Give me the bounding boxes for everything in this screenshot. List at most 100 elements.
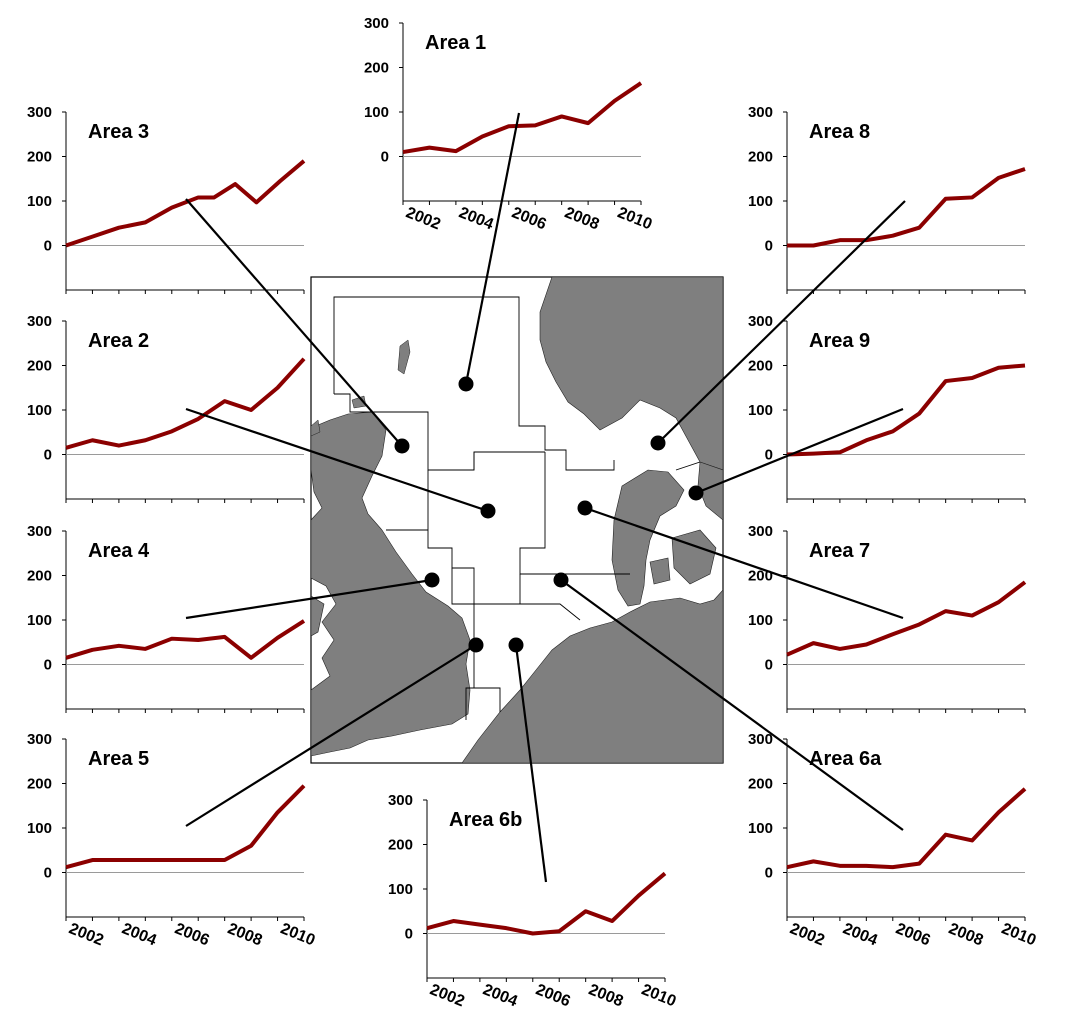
chart-title: Area 7 xyxy=(809,540,870,562)
y-tick-label: 0 xyxy=(44,238,52,255)
x-tick-label: 2006 xyxy=(533,981,572,1010)
y-tick-label: 300 xyxy=(27,313,52,330)
y-tick-label: 300 xyxy=(388,792,413,809)
chart-title: Area 4 xyxy=(88,540,150,562)
chart-area-6b: 0 100 200 300 2002 2004 2006 2008 2010 Area 6b xyxy=(388,792,678,1010)
y-tick-label: 200 xyxy=(27,149,52,166)
connector-line xyxy=(464,112,521,385)
x-tick-label: 2010 xyxy=(278,920,317,949)
land-sweden xyxy=(697,461,723,521)
x-tick-label: 2006 xyxy=(509,204,548,233)
land-great-britain xyxy=(311,411,471,757)
area-location-dot xyxy=(553,572,569,588)
y-tick-label: 0 xyxy=(765,447,773,464)
chart-title: Area 6b xyxy=(449,809,522,831)
y-tick-label: 200 xyxy=(748,776,773,793)
area-location-dot xyxy=(468,637,484,653)
x-tick-label: 2002 xyxy=(427,981,466,1010)
x-tick-label: 2004 xyxy=(456,204,495,233)
y-tick-label: 200 xyxy=(388,837,413,854)
land-ireland xyxy=(311,595,325,637)
area-location-dot xyxy=(424,572,440,588)
y-tick-label: 300 xyxy=(27,523,52,540)
x-tick-label: 2004 xyxy=(840,920,879,949)
chart-area-6a: 0 100 200 300 2002 2004 2006 2008 2010 Area 6a xyxy=(748,731,1038,949)
y-tick-label: 200 xyxy=(748,358,773,375)
connector-line xyxy=(560,579,904,831)
y-tick-label: 200 xyxy=(748,149,773,166)
chart-area-7: 0 100 200 300 Area 7 xyxy=(748,523,1027,713)
land-continent xyxy=(461,589,723,763)
land-funen xyxy=(649,557,671,585)
y-tick-label: 100 xyxy=(27,820,52,837)
series-line xyxy=(786,787,1027,870)
y-tick-label: 100 xyxy=(364,104,389,121)
y-tick-label: 100 xyxy=(748,612,773,629)
y-tick-label: 0 xyxy=(405,926,413,943)
chart-area-4: 0 100 200 300 Area 4 xyxy=(27,523,306,713)
y-tick-label: 100 xyxy=(27,612,52,629)
x-tick-label: 2002 xyxy=(787,920,826,949)
y-tick-label: 0 xyxy=(44,657,52,674)
area-location-dot xyxy=(458,376,474,392)
y-tick-label: 200 xyxy=(27,358,52,375)
charts-layer: 0 100 200 300 2002 2004 2006 2008 2010 Area 1 0 100… xyxy=(27,15,1038,1010)
y-tick-label: 200 xyxy=(364,60,389,77)
chart-title: Area 2 xyxy=(88,330,149,352)
north-sea-map xyxy=(310,276,724,764)
x-tick-label: 2002 xyxy=(403,204,442,233)
connector-line xyxy=(514,644,548,883)
x-tick-label: 2004 xyxy=(119,920,158,949)
land-hebrides xyxy=(311,419,321,437)
area-location-dot xyxy=(508,637,524,653)
connector-line xyxy=(185,644,477,827)
x-tick-label: 2008 xyxy=(225,920,264,949)
connector-line xyxy=(185,198,403,447)
y-tick-label: 100 xyxy=(27,193,52,210)
y-tick-label: 100 xyxy=(748,820,773,837)
connector-line xyxy=(185,578,433,620)
series-line xyxy=(402,81,643,155)
x-tick-label: 2008 xyxy=(562,204,601,233)
y-tick-label: 0 xyxy=(765,657,773,674)
x-tick-label: 2010 xyxy=(999,920,1038,949)
y-tick-label: 200 xyxy=(27,568,52,585)
x-tick-label: 2006 xyxy=(893,920,932,949)
land-zealand xyxy=(671,529,717,585)
chart-title: Area 5 xyxy=(88,748,149,770)
y-tick-label: 300 xyxy=(748,523,773,540)
series-line xyxy=(786,580,1027,657)
series-line xyxy=(65,357,306,450)
x-tick-label: 2002 xyxy=(66,920,105,949)
chart-area-3: 0 100 200 300 Area 3 xyxy=(27,104,306,294)
series-line xyxy=(65,784,306,870)
y-tick-label: 300 xyxy=(748,104,773,121)
y-tick-label: 300 xyxy=(364,15,389,32)
y-tick-label: 100 xyxy=(388,881,413,898)
x-tick-label: 2006 xyxy=(172,920,211,949)
connector-line xyxy=(584,506,904,620)
y-tick-label: 300 xyxy=(748,313,773,330)
series-line xyxy=(426,871,667,936)
y-tick-label: 300 xyxy=(748,731,773,748)
chart-title: Area 9 xyxy=(809,330,870,352)
x-tick-label: 2008 xyxy=(586,981,625,1010)
y-tick-label: 0 xyxy=(381,149,389,166)
land-denmark xyxy=(611,469,685,607)
area-location-dot xyxy=(650,435,666,451)
area-location-dot xyxy=(480,503,496,519)
chart-area-5: 0 100 200 300 2002 2004 2006 2008 2010 Area 5 xyxy=(27,731,317,949)
x-tick-label: 2010 xyxy=(639,981,678,1010)
y-tick-label: 200 xyxy=(748,568,773,585)
area-boundaries xyxy=(333,296,701,720)
chart-title: Area 6a xyxy=(809,748,882,770)
y-tick-label: 100 xyxy=(27,402,52,419)
series-line xyxy=(65,619,306,660)
y-tick-label: 0 xyxy=(44,865,52,882)
connector-line xyxy=(657,200,906,444)
chart-title: Area 1 xyxy=(425,32,486,54)
y-tick-label: 300 xyxy=(27,731,52,748)
chart-title: Area 3 xyxy=(88,121,149,143)
land-shetland xyxy=(397,339,411,375)
